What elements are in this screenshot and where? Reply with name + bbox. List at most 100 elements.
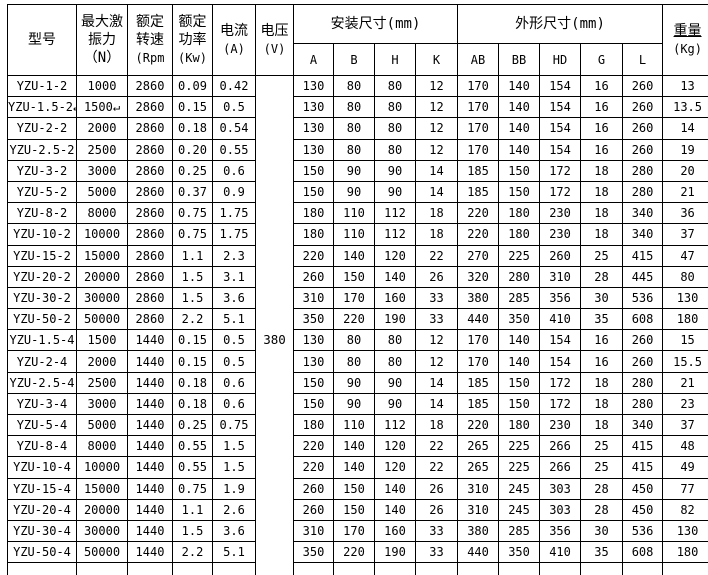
cell-bb: 245 (498, 477, 541, 500)
cell-current: 5.1 (212, 541, 256, 564)
empty-cell (76, 562, 128, 575)
cell-current: 1.5 (212, 456, 256, 479)
cell-ab: 185 (457, 371, 500, 394)
cell-power: 0.15 (172, 329, 213, 352)
cell-b: 140 (333, 435, 375, 458)
cell-k: 33 (414, 286, 459, 310)
cell-a: 180 (293, 223, 334, 246)
cell-model: YZU-30-4 (7, 519, 77, 543)
cell-l: 340 (622, 413, 664, 437)
cell-hd: 154 (539, 96, 582, 119)
cell-speed: 2860 (127, 308, 173, 331)
cell-h: 80 (374, 74, 416, 98)
cell-g: 35 (580, 541, 624, 564)
cell-g: 28 (580, 265, 624, 288)
cell-l: 415 (622, 435, 664, 458)
cell-ab: 170 (457, 138, 500, 161)
cell-k: 12 (414, 117, 459, 140)
cell-a: 130 (293, 138, 334, 161)
cell-b: 80 (333, 117, 375, 140)
cell-force: 3000 (76, 392, 128, 416)
cell-g: 16 (580, 350, 624, 373)
cell-h: 112 (374, 413, 416, 437)
cell-ab: 265 (457, 435, 500, 458)
cell-ab: 185 (457, 180, 500, 204)
cell-model: YZU-10-2 (7, 223, 77, 246)
cell-b: 140 (333, 244, 375, 267)
rated-power-line1: 额定 (178, 14, 207, 30)
cell-a: 150 (293, 371, 334, 394)
cell-model: YZU-1-2 (7, 74, 77, 98)
cell-current: 1.9 (212, 477, 256, 500)
cell-ab: 440 (457, 308, 500, 331)
cell-g: 18 (580, 413, 624, 437)
cell-speed: 1440 (127, 371, 173, 394)
voltage-column-spacer (255, 160, 294, 182)
cell-l: 280 (622, 371, 664, 394)
cell-speed: 2860 (127, 223, 173, 246)
empty-cell (127, 562, 173, 575)
cell-speed: 1440 (127, 329, 173, 352)
cell-speed: 1440 (127, 541, 173, 564)
cell-l: 608 (622, 541, 664, 564)
cell-current: 2.6 (212, 498, 256, 521)
table-header: 型号 最大激 振力 （N） 额定 转速 (Rpm 额定 功率 (Kw) (7, 4, 708, 76)
cell-model: YZU-1.5-2↵ (7, 96, 77, 119)
cell-bb: 350 (498, 308, 541, 331)
cell-g: 25 (580, 244, 624, 267)
cell-a: 150 (293, 159, 334, 182)
col-header-model-label: 型号 (28, 32, 56, 48)
cell-weight: 77 (662, 477, 708, 500)
table-row: YZU-8-2 8000 2860 0.75 1.75 180 110 112 … (7, 202, 708, 225)
cell-b: 110 (333, 202, 375, 225)
cell-power: 1.1 (172, 244, 213, 267)
cell-weight: 36 (662, 202, 708, 225)
cell-a: 350 (293, 541, 334, 564)
cell-a: 130 (293, 350, 334, 373)
cell-b: 170 (333, 286, 375, 310)
cell-weight: 23 (662, 392, 708, 416)
cell-ab: 170 (457, 350, 500, 373)
cell-weight: 130 (662, 286, 708, 310)
cell-current: 0.9 (212, 180, 256, 204)
cell-b: 80 (333, 74, 375, 98)
cell-g: 28 (580, 477, 624, 500)
cell-hd: 172 (539, 392, 582, 416)
cell-current: 1.75 (212, 202, 256, 225)
cell-g: 18 (580, 159, 624, 182)
cell-current: 0.42 (212, 74, 256, 98)
cell-ab: 380 (457, 286, 500, 310)
cell-power: 0.55 (172, 435, 213, 458)
voltage-label: 电压 (260, 23, 289, 39)
cell-force: 8000 (76, 202, 128, 225)
cell-h: 80 (374, 117, 416, 140)
cell-h: 80 (374, 138, 416, 161)
cell-force: 20000 (76, 265, 128, 288)
cell-k: 12 (414, 329, 459, 352)
cell-current: 5.1 (212, 308, 256, 331)
sub-header-b: B (333, 43, 375, 76)
cell-model: YZU-3-4 (7, 392, 77, 416)
cell-model: YZU-15-2 (7, 244, 77, 267)
cell-h: 90 (374, 392, 416, 416)
empty-cell (622, 562, 664, 575)
cell-force: 2500 (76, 371, 128, 394)
cell-hd: 266 (539, 435, 582, 458)
cell-k: 26 (414, 477, 459, 500)
cell-bb: 140 (498, 117, 541, 140)
table-row: YZU-5-4 5000 1440 0.25 0.75 180 110 112 … (7, 413, 708, 437)
cell-l: 260 (622, 350, 664, 373)
cell-model: YZU-2.5-2 (7, 138, 77, 161)
cell-b: 90 (333, 180, 375, 204)
cell-a: 260 (293, 265, 334, 288)
cell-a: 310 (293, 519, 334, 543)
cell-power: 0.25 (172, 159, 213, 182)
voltage-column-spacer (255, 96, 294, 118)
table-row: YZU-1-2 1000 2860 0.09 0.42 130 80 80 12… (7, 74, 708, 98)
cell-l: 445 (622, 265, 664, 288)
cell-l: 260 (622, 96, 664, 119)
cell-a: 130 (293, 117, 334, 140)
cell-k: 26 (414, 498, 459, 521)
table-row: YZU-3-4 3000 1440 0.18 0.6 150 90 90 14 … (7, 392, 708, 416)
cell-model: YZU-2.5-4 (7, 371, 77, 394)
